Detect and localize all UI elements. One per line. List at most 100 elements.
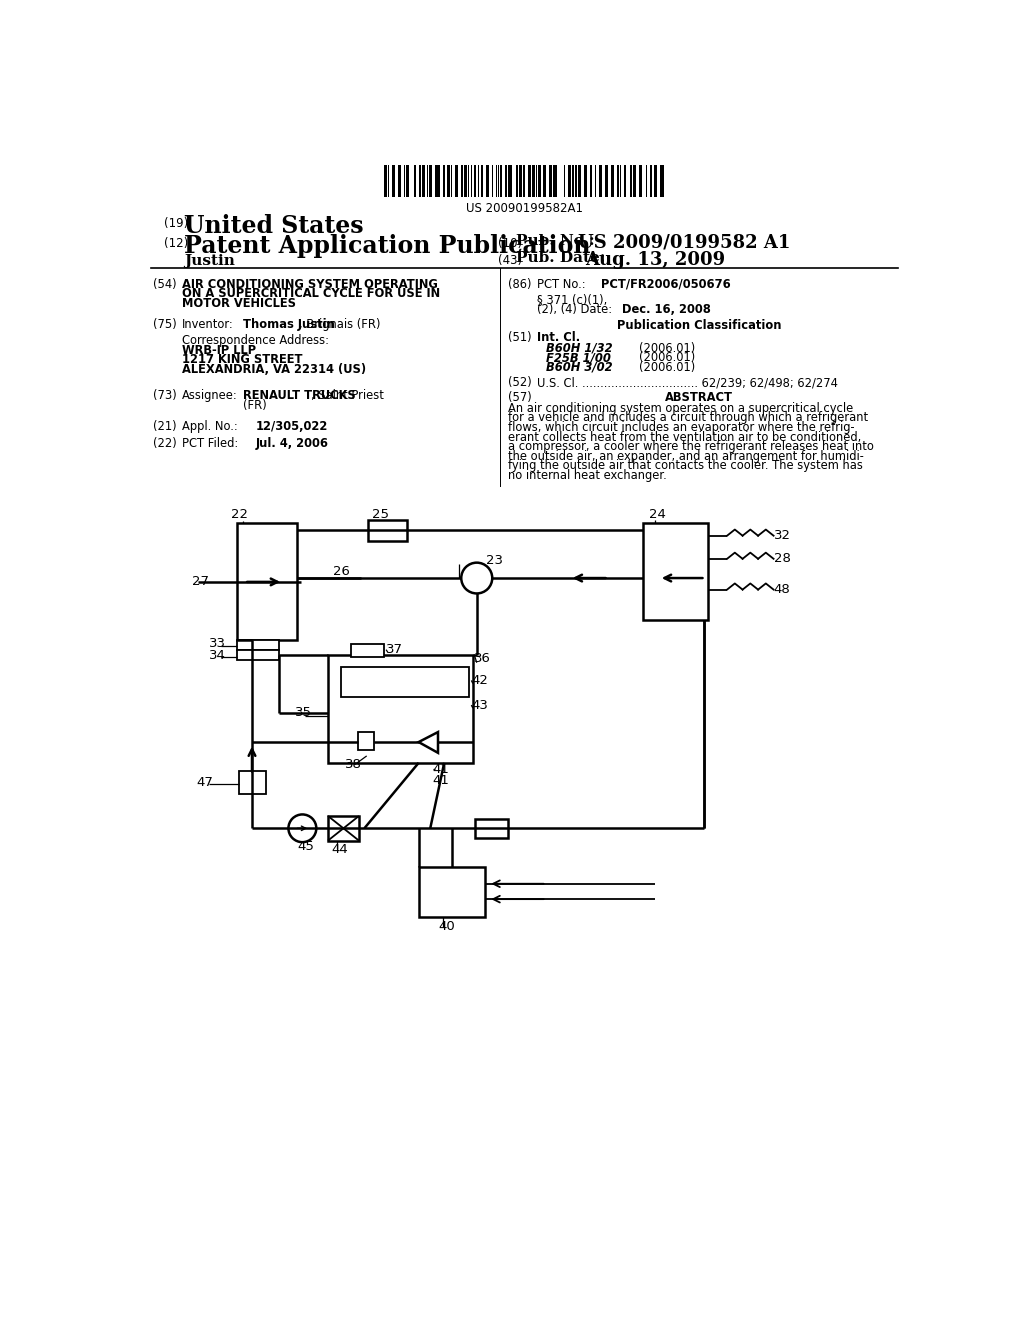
Bar	[369, 520, 407, 541]
Text: Int. Cl.: Int. Cl.	[538, 331, 581, 345]
Text: F25B 1/00: F25B 1/00	[547, 351, 611, 364]
Bar	[595, 165, 596, 197]
Text: 12/305,022: 12/305,022	[256, 420, 329, 433]
Text: § 371 (c)(1),: § 371 (c)(1),	[538, 293, 607, 306]
Text: (10): (10)	[498, 238, 522, 249]
Text: 26: 26	[333, 565, 349, 578]
Text: MOTOR VEHICLES: MOTOR VEHICLES	[182, 297, 296, 310]
Text: (21): (21)	[153, 420, 176, 433]
Bar	[572, 165, 573, 197]
Text: United States: United States	[183, 214, 364, 238]
Bar	[239, 771, 266, 793]
Bar	[549, 165, 552, 197]
Text: (2006.01): (2006.01)	[640, 360, 695, 374]
Bar	[419, 165, 421, 197]
Text: (75): (75)	[153, 318, 176, 331]
Text: PCT/FR2006/050676: PCT/FR2006/050676	[601, 277, 730, 290]
Bar	[351, 644, 384, 656]
Text: 38: 38	[345, 758, 361, 771]
Text: AIR CONDITIONING SYSTEM OPERATING: AIR CONDITIONING SYSTEM OPERATING	[182, 277, 438, 290]
Text: 28: 28	[773, 552, 791, 565]
Text: 25: 25	[372, 508, 389, 520]
Circle shape	[461, 562, 493, 594]
Text: (12): (12)	[165, 238, 188, 249]
Text: Pub. No.:: Pub. No.:	[515, 234, 594, 248]
Bar	[528, 165, 531, 197]
Bar	[328, 816, 359, 841]
Text: ABSTRACT: ABSTRACT	[666, 391, 733, 404]
Bar	[515, 165, 518, 197]
Text: Appl. No.:: Appl. No.:	[182, 420, 238, 433]
Bar	[422, 165, 425, 197]
Bar	[237, 523, 297, 640]
Bar	[447, 165, 451, 197]
Bar	[384, 165, 387, 197]
Bar	[654, 165, 657, 197]
Polygon shape	[419, 733, 438, 752]
Bar	[388, 165, 389, 197]
Text: 24: 24	[649, 508, 666, 520]
Text: (2006.01): (2006.01)	[640, 351, 695, 364]
Bar	[328, 655, 473, 763]
Bar	[358, 733, 375, 750]
Bar	[639, 165, 642, 197]
Text: 41: 41	[432, 763, 450, 776]
Text: 22: 22	[231, 508, 248, 520]
Text: for a vehicle and includes a circuit through which a refrigerant: for a vehicle and includes a circuit thr…	[508, 412, 868, 424]
Text: 34: 34	[209, 648, 226, 661]
Text: (57): (57)	[508, 391, 531, 404]
Bar	[660, 165, 664, 197]
Text: 23: 23	[486, 554, 503, 566]
Text: WRB-IP LLP: WRB-IP LLP	[182, 343, 256, 356]
Bar	[419, 867, 484, 917]
Bar	[633, 165, 636, 197]
Text: (86): (86)	[508, 277, 531, 290]
Bar	[523, 165, 524, 197]
Bar	[475, 818, 508, 838]
Bar	[554, 165, 557, 197]
Bar	[407, 165, 409, 197]
Bar	[531, 165, 535, 197]
Bar	[599, 165, 602, 197]
Text: 42: 42	[471, 675, 488, 686]
Bar	[455, 165, 457, 197]
Text: 36: 36	[474, 652, 492, 665]
Text: (73): (73)	[153, 389, 176, 403]
Text: Inventor:: Inventor:	[182, 318, 234, 331]
Text: Dec. 16, 2008: Dec. 16, 2008	[623, 302, 712, 315]
Text: Publication Classification: Publication Classification	[616, 318, 781, 331]
Text: PCT No.:: PCT No.:	[538, 277, 586, 290]
Bar	[568, 165, 570, 197]
Text: US 20090199582A1: US 20090199582A1	[466, 202, 584, 215]
Text: Thomas Justin: Thomas Justin	[243, 318, 335, 331]
Text: a compressor, a cooler where the refrigerant releases heat into: a compressor, a cooler where the refrige…	[508, 441, 873, 453]
Bar	[237, 649, 280, 660]
Bar	[590, 165, 592, 197]
Text: B60H 3/02: B60H 3/02	[547, 360, 613, 374]
Bar	[617, 165, 618, 197]
Text: , Brignais (FR): , Brignais (FR)	[299, 318, 381, 331]
Text: no internal heat exchanger.: no internal heat exchanger.	[508, 469, 667, 482]
Circle shape	[289, 814, 316, 842]
Text: Justin: Justin	[183, 253, 234, 268]
Text: 27: 27	[191, 576, 209, 589]
Text: RENAULT TRUCKS: RENAULT TRUCKS	[243, 389, 355, 403]
Text: (2), (4) Date:: (2), (4) Date:	[538, 302, 612, 315]
Text: An air conditioning system operates on a supercritical cycle: An air conditioning system operates on a…	[508, 401, 853, 414]
Bar	[612, 165, 614, 197]
Bar	[486, 165, 489, 197]
Text: 33: 33	[209, 638, 226, 649]
Bar	[563, 165, 565, 197]
Bar	[414, 165, 417, 197]
Text: (FR): (FR)	[243, 399, 266, 412]
Text: erant collects heat from the ventilation air to be conditioned,: erant collects heat from the ventilation…	[508, 430, 861, 444]
Bar	[442, 165, 445, 197]
Bar	[474, 165, 476, 197]
Bar	[464, 165, 467, 197]
Bar	[500, 165, 503, 197]
Bar	[649, 165, 652, 197]
Text: 45: 45	[297, 840, 313, 853]
Text: 37: 37	[386, 643, 403, 656]
Bar	[538, 165, 541, 197]
Bar	[481, 165, 483, 197]
